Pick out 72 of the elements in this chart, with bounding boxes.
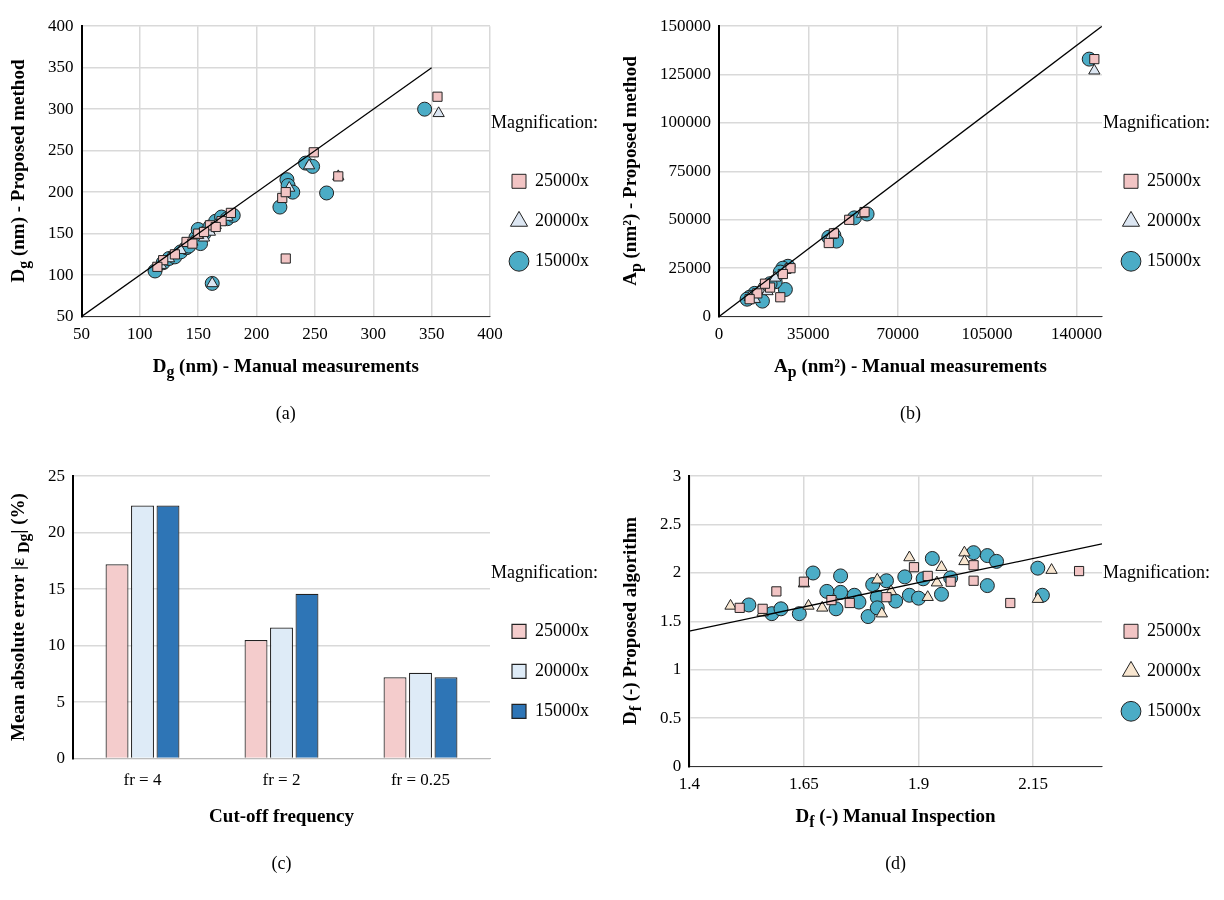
x-tick-label: 2.15 — [1018, 774, 1049, 794]
legend-label: 15000x — [1147, 700, 1201, 721]
x-tick-label: 1.9 — [907, 774, 930, 794]
y-tick-label: 20 — [48, 522, 65, 542]
y-tick-label: 2 — [672, 562, 682, 582]
legend-label: 25000x — [535, 170, 589, 191]
y-tick-label: 250 — [48, 140, 74, 160]
y-tick-label: 10 — [48, 635, 65, 655]
x-tick-label: fr = 4 — [123, 770, 162, 790]
legend-title: Magnification: — [1103, 562, 1210, 583]
x-tick-label: 200 — [243, 324, 270, 344]
legend-title: Magnification: — [1103, 112, 1210, 133]
x-tick-label: fr = 2 — [262, 770, 301, 790]
y-tick-label: 75000 — [668, 160, 711, 180]
y-tick-label: 50 — [56, 306, 74, 326]
y-tick-label: 200 — [48, 181, 74, 201]
x-axis-title: D$_{g}$ (nm) - Manual measurements — [152, 355, 419, 381]
x-tick-label: 1.4 — [678, 774, 701, 794]
legend-label: 20000x — [535, 210, 589, 231]
x-axis-title: A$_{p}$ (nm²) - Manual measurements — [774, 355, 1047, 381]
y-tick-label: 2.5 — [660, 514, 682, 534]
x-tick-label: 250 — [302, 324, 328, 344]
legend-label: 25000x — [535, 620, 589, 641]
y-tick-label: 15 — [48, 578, 65, 598]
y-tick-label: 0 — [672, 756, 682, 776]
legend-label: 25000x — [1147, 170, 1201, 191]
x-tick-label: fr = 0.25 — [390, 770, 451, 790]
x-tick-label: 100 — [127, 324, 153, 344]
y-tick-label: 50000 — [668, 209, 711, 229]
x-tick-label: 0 — [714, 324, 724, 344]
text: (d) — [885, 853, 907, 874]
x-tick-label: 350 — [418, 324, 445, 344]
y-tick-label: 150 — [48, 223, 74, 243]
legend-title: Magnification: — [491, 562, 598, 583]
legend-label: 15000x — [1147, 250, 1201, 271]
text: (b) — [900, 403, 921, 424]
x-tick-label: 35000 — [787, 324, 830, 344]
y-tick-label: 5 — [56, 691, 65, 711]
y-tick-label: 1 — [672, 659, 682, 679]
legend-title: Magnification: — [491, 112, 598, 133]
x-tick-label: 300 — [360, 324, 387, 344]
y-tick-label: 0 — [702, 306, 711, 326]
y-tick-label: 3 — [672, 465, 682, 485]
legend-label: 20000x — [1147, 210, 1201, 231]
y-tick-label: 25 — [48, 465, 65, 485]
x-tick-label: 400 — [477, 324, 503, 344]
x-tick-label: 105000 — [961, 324, 1013, 344]
x-tick-label: 1.65 — [789, 774, 819, 794]
legend-label: 20000x — [535, 660, 589, 681]
y-tick-label: 100 — [48, 264, 74, 284]
y-tick-label: 100000 — [660, 112, 711, 132]
x-axis-title: Cut-off frequency — [209, 805, 354, 827]
legend-label: 20000x — [1147, 660, 1201, 681]
y-tick-label: 400 — [48, 15, 74, 35]
y-tick-label: 0.5 — [660, 707, 682, 727]
legend-label: 15000x — [535, 700, 589, 721]
x-axis-title: D$_{f}$ (-) Manual Inspection — [795, 805, 996, 831]
text: (c) — [271, 853, 292, 874]
x-tick-label: 140000 — [1050, 324, 1102, 344]
y-tick-label: 300 — [48, 98, 74, 118]
text: (a) — [275, 403, 296, 424]
x-tick-label: 50 — [73, 324, 90, 344]
y-tick-label: 1.5 — [660, 610, 682, 630]
y-tick-label: 0 — [56, 748, 65, 768]
y-tick-label: 125000 — [660, 64, 711, 84]
x-tick-label: 150 — [185, 324, 211, 344]
legend-label: 25000x — [1147, 620, 1201, 641]
legend-label: 15000x — [535, 250, 589, 271]
y-tick-label: 150000 — [660, 15, 711, 35]
y-tick-label: 25000 — [668, 257, 711, 277]
y-tick-label: 350 — [48, 57, 74, 77]
x-tick-label: 70000 — [876, 324, 919, 344]
